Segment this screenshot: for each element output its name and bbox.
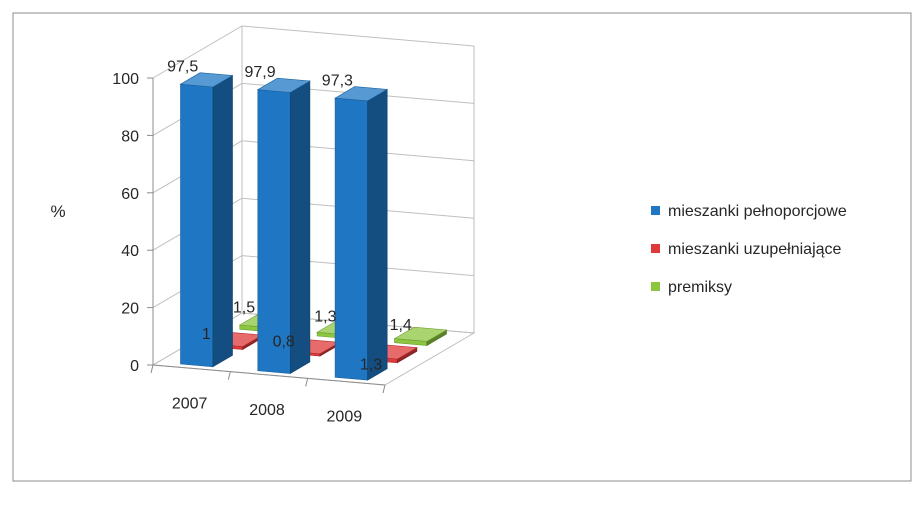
x-tick (150, 364, 154, 374)
x-tick (227, 371, 231, 380)
data-label: 1,3 (360, 357, 382, 374)
data-label: 0,8 (273, 333, 295, 350)
bar-front (334, 97, 368, 381)
bar-top (256, 77, 311, 93)
y-tick-label: 80 (121, 128, 139, 145)
y-tick-label: 100 (112, 71, 139, 88)
data-label: 1,4 (390, 317, 412, 334)
x-axis-line (152, 364, 386, 386)
bar-front (180, 83, 214, 368)
legend-label: premiksy (668, 279, 732, 296)
chart-border (12, 12, 912, 482)
legend-swatch (651, 282, 660, 291)
data-label: 1,3 (314, 309, 336, 326)
x-tick-label: 2008 (249, 402, 285, 419)
bar-top (393, 326, 448, 342)
bar-side (289, 80, 311, 375)
x-tick (382, 384, 386, 394)
bar (393, 326, 448, 347)
x-tick-label: 2007 (172, 395, 208, 412)
bar (334, 86, 389, 381)
bar-side (367, 88, 388, 381)
x-tick-label: 2009 (327, 409, 363, 426)
data-label: 97,9 (244, 64, 275, 81)
gridline (152, 25, 475, 79)
legend-swatch (651, 206, 660, 215)
x-tick (305, 378, 309, 387)
data-label: 97,3 (322, 72, 353, 89)
y-tick-label: 20 (121, 301, 139, 318)
data-label: 1 (202, 326, 211, 343)
y-tick-label: 40 (121, 243, 139, 260)
bar-side (212, 74, 233, 368)
bar (179, 72, 234, 368)
bar-front (257, 89, 291, 374)
y-tick-label: 0 (130, 358, 139, 375)
bar (256, 77, 311, 375)
y-tick-label: 60 (121, 186, 139, 203)
y-axis-label: % (50, 202, 65, 221)
bar-top (179, 72, 234, 88)
legend-swatch (651, 244, 660, 253)
legend-label: mieszanki pełnoporcjowe (668, 203, 847, 220)
legend-label: mieszanki uzupełniające (668, 241, 842, 258)
bar-top (334, 86, 389, 102)
data-label: 1,5 (233, 299, 255, 316)
data-label: 97,5 (167, 59, 198, 76)
